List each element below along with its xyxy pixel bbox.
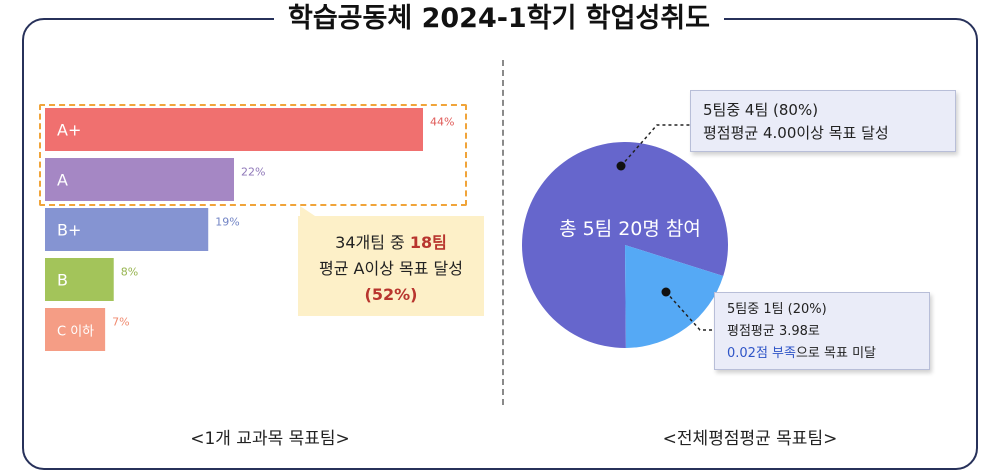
leader-dot-missed — [661, 287, 671, 297]
bar-value-label: 44% — [430, 116, 454, 129]
bar-0 — [45, 108, 423, 151]
bar-value-label: 7% — [112, 316, 129, 329]
bar-3 — [45, 258, 114, 301]
callout-missed-line1: 5팀중 1팀 (20%) — [727, 302, 827, 317]
callout-achieved: 5팀중 4팀 (80%) 평점평균 4.00이상 목표 달성 — [690, 90, 956, 152]
callout-missed-rest: 으로 목표 미달 — [795, 346, 876, 361]
bar-category-label: B — [57, 271, 68, 290]
panel-divider — [502, 60, 504, 405]
callout-achieved-line2: 평점평균 4.00이상 목표 달성 — [703, 124, 889, 142]
bar-category-label: B+ — [57, 221, 81, 240]
bar-category-label: A — [57, 171, 68, 190]
bar-category-label: C 이하 — [57, 325, 94, 340]
bar-4 — [45, 308, 106, 351]
callout-achieved-line1: 5팀중 4팀 (80%) — [703, 101, 819, 119]
annotation-line3: (52%) — [364, 285, 418, 304]
bar-value-label: 19% — [215, 216, 239, 229]
bar-category-label: A+ — [57, 121, 81, 140]
callout-missed-shortfall: 0.02점 부족 — [727, 346, 796, 361]
callout-missed-line3: 0.02점 부족으로 목표 미달 — [727, 343, 917, 365]
pie-caption: <전체평점평균 목표팀> — [662, 429, 838, 449]
callout-missed: 5팀중 1팀 (20%) 평점평균 3.98로 0.02점 부족으로 목표 미달 — [714, 292, 930, 370]
leader-line-achieved — [620, 124, 690, 167]
annotation-line1-text: 34개팀 중 — [335, 233, 410, 252]
bar-2 — [45, 208, 209, 251]
leader-dot-achieved — [616, 161, 626, 171]
page-title: 학습공동체 2024-1학기 학업성취도 — [273, 0, 725, 38]
leader-line-missed — [665, 291, 714, 331]
bar-value-label: 22% — [241, 166, 265, 179]
pie-slice-1 — [625, 245, 724, 348]
pie-chart — [522, 124, 729, 348]
bar-annotation: 34개팀 중 18팀 평균 A이상 목표 달성 (52%) — [298, 216, 484, 316]
note-pointer — [300, 206, 318, 218]
bar-value-label: 8% — [121, 266, 138, 279]
top-grades-highlight — [39, 104, 467, 206]
page-title-wrap: 학습공동체 2024-1학기 학업성취도 — [0, 0, 998, 40]
annotation-highlight: 18팀 — [409, 233, 447, 252]
annotation-line2: 평균 A이상 목표 달성 — [319, 259, 463, 278]
bar-caption: <1개 교과목 목표팀> — [190, 429, 350, 449]
pie-center-label: 총 5팀 20명 참여 — [559, 218, 701, 240]
annotation-line1: 34개팀 중 18팀 — [298, 230, 484, 256]
bar-chart: A+ 44% A 22% B+ 19% B 8% C 이하 7% — [45, 108, 454, 351]
callout-missed-line2: 평점평균 3.98로 — [727, 324, 820, 339]
bar-1 — [45, 158, 234, 201]
pie-slice-0 — [522, 142, 729, 348]
